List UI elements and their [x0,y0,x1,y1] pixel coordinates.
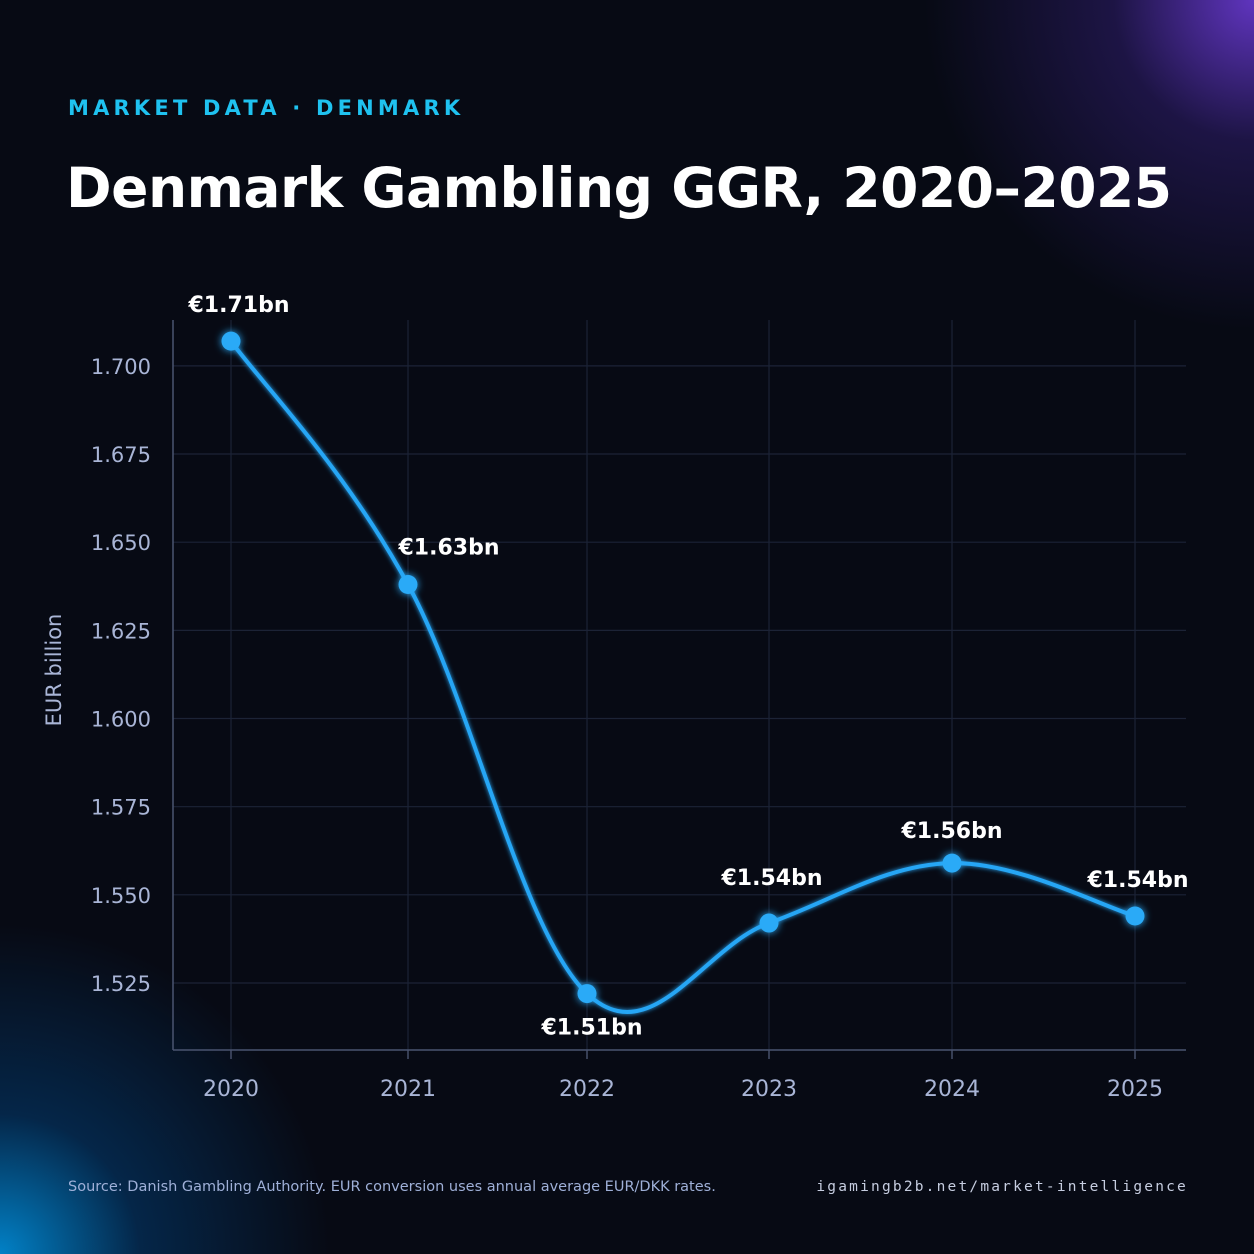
y-tick-label: 1.550 [91,884,151,908]
y-tick-label: 1.625 [91,619,151,643]
data-label-2024: €1.56bn [901,819,1003,844]
x-tick-labels: 2020 2021 2022 2023 2024 2025 [203,1077,1163,1102]
x-tick-label: 2024 [924,1077,980,1102]
y-tick-label: 1.675 [91,443,151,467]
y-tick-label: 1.600 [91,708,151,732]
x-tick-label: 2025 [1107,1077,1163,1102]
data-point-2022 [577,984,597,1004]
data-label-2022: €1.51bn [541,1016,643,1041]
series-line-layer [229,339,1137,1014]
y-axis-label: EUR billion [42,614,66,727]
y-tick-label: 1.525 [91,972,151,996]
x-tick-label: 2022 [559,1077,615,1102]
y-tick-label: 1.700 [91,355,151,379]
data-point-2020 [221,331,241,351]
data-point-2021 [398,574,418,594]
data-point-2023 [759,913,779,933]
data-point-2024 [942,853,962,873]
data-labels: €1.71bn €1.63bn €1.51bn €1.54bn €1.56bn €1.54… [188,293,1189,1040]
data-label-2021: €1.63bn [398,535,500,560]
grid-lines [173,320,1186,1050]
y-tick-label: 1.650 [91,531,151,555]
y-tick-label: 1.575 [91,796,151,820]
data-label-2025: €1.54bn [1087,868,1189,893]
site-url: igamingb2b.net/market-intelligence [816,1179,1188,1195]
series-line [229,339,1137,1014]
y-tick-labels: 1.700 1.675 1.650 1.625 1.600 1.575 1.550 1.525 [91,355,151,996]
x-tick-label: 2023 [741,1077,797,1102]
source-note: Source: Danish Gambling Authority. EUR c… [68,1179,716,1195]
data-point-2025 [1125,906,1145,926]
data-label-2023: €1.54bn [721,866,823,891]
x-tick-label: 2020 [203,1077,259,1102]
axes [172,320,1186,1059]
page-title: Denmark Gambling GGR, 2020–2025 [66,156,1172,220]
x-tick-label: 2021 [380,1077,436,1102]
eyebrow-label: MARKET DATA · DENMARK [68,96,465,120]
data-points [221,331,1145,1004]
data-label-2020: €1.71bn [188,293,290,318]
